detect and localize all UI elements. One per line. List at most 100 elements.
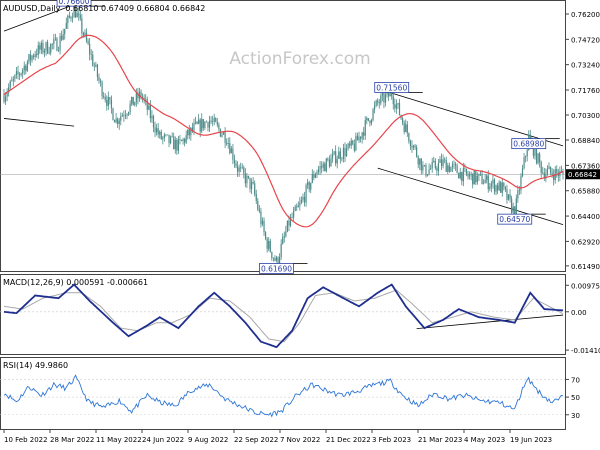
candle-body	[99, 80, 102, 83]
candle-body	[448, 165, 450, 172]
candle-body	[196, 121, 198, 124]
candle-body	[194, 121, 197, 124]
level-annotation-box	[511, 138, 547, 150]
candle-body	[291, 217, 293, 218]
candle-body	[372, 109, 374, 120]
candle-body	[59, 35, 61, 51]
candle-body	[363, 132, 365, 136]
candle-body	[199, 119, 201, 132]
candle-body	[127, 112, 130, 115]
level-annotation-label: 0.71560	[376, 83, 407, 92]
candle-body	[50, 44, 52, 53]
candle-body	[48, 52, 50, 54]
macd-tick-label: 0.00	[571, 309, 587, 317]
candle-body	[534, 145, 536, 156]
candle-body	[162, 137, 164, 139]
candle-body	[535, 145, 538, 164]
candle-body	[353, 144, 355, 151]
candle-body	[101, 82, 103, 97]
candle-body	[408, 133, 410, 142]
candle-body	[61, 35, 63, 40]
price-tick-label: 0.70300	[571, 112, 600, 120]
candle-body	[244, 173, 246, 184]
candle-body	[132, 96, 134, 106]
candle-body	[216, 121, 218, 125]
level-annotation-label: 0.64570	[499, 215, 530, 224]
candle-body	[205, 121, 208, 123]
candle-body	[350, 140, 352, 146]
candle-body	[140, 91, 142, 97]
candle-body	[294, 206, 296, 212]
candle-body	[107, 96, 109, 106]
candle-body	[481, 173, 483, 184]
candle-body	[110, 99, 113, 109]
candle-body	[487, 175, 489, 190]
candle-body	[490, 183, 492, 187]
macd-panel-title: MACD(12,26,9) 0.000591 -0.000661	[3, 278, 148, 287]
candle-body	[227, 143, 229, 144]
candle-body	[426, 174, 429, 176]
candle-body	[70, 16, 72, 19]
candle-body	[157, 128, 159, 135]
candle-body	[425, 165, 427, 176]
date-tick-label: 24 Jun 2022	[142, 436, 184, 444]
candle-body	[280, 243, 282, 257]
candle-body	[489, 186, 491, 190]
candle-body	[557, 172, 559, 177]
candle-body	[18, 74, 21, 75]
candle-body	[394, 104, 396, 109]
candle-body	[218, 124, 220, 129]
rsi-tick-label: 70	[571, 376, 580, 384]
candle-body	[286, 220, 288, 232]
candle-body	[12, 78, 14, 81]
candle-body	[190, 127, 192, 136]
price-tick-label: 0.62920	[571, 238, 600, 246]
candle-body	[283, 235, 285, 238]
candle-body	[241, 167, 243, 169]
candle-body	[188, 129, 190, 136]
candle-body	[511, 198, 513, 213]
candle-body	[193, 123, 195, 131]
candle-body	[321, 166, 323, 168]
candle-body	[486, 175, 488, 180]
candle-body	[380, 95, 382, 104]
candle-body	[352, 140, 354, 145]
candle-body	[135, 93, 137, 103]
candle-body	[151, 115, 153, 119]
candle-body	[249, 177, 251, 189]
candle-body	[76, 13, 78, 18]
candle-body	[98, 76, 100, 81]
candle-body	[479, 173, 482, 175]
candle-body	[431, 161, 433, 169]
candle-body	[296, 206, 298, 208]
candle-body	[478, 173, 480, 176]
candle-body	[521, 168, 524, 177]
candle-body	[93, 65, 95, 67]
candle-body	[212, 121, 214, 123]
candle-body	[26, 62, 28, 71]
candle-body	[104, 97, 106, 101]
candle-body	[103, 96, 105, 98]
candle-body	[17, 71, 19, 75]
candle-body	[515, 198, 517, 220]
candle-body	[383, 92, 385, 103]
candle-body	[204, 121, 206, 128]
candle-body	[160, 131, 162, 139]
level-annotation-label: 0.68980	[513, 140, 544, 149]
candle-body	[338, 151, 340, 159]
candle-body	[177, 139, 179, 151]
candle-body	[146, 99, 148, 110]
candle-body	[226, 142, 228, 144]
candle-body	[369, 120, 371, 124]
candle-body	[375, 100, 377, 106]
candle-body	[543, 172, 545, 179]
date-tick-label: 19 Jun 2023	[510, 436, 552, 444]
candle-body	[412, 145, 415, 148]
candle-body	[81, 18, 83, 34]
candle-body	[397, 103, 399, 105]
candle-body	[173, 136, 175, 150]
candle-body	[184, 139, 186, 143]
rsi-panel: 70 50 30 RSI(14) 49.9860	[0, 357, 580, 430]
candle-body	[509, 194, 511, 199]
candle-body	[518, 190, 521, 191]
